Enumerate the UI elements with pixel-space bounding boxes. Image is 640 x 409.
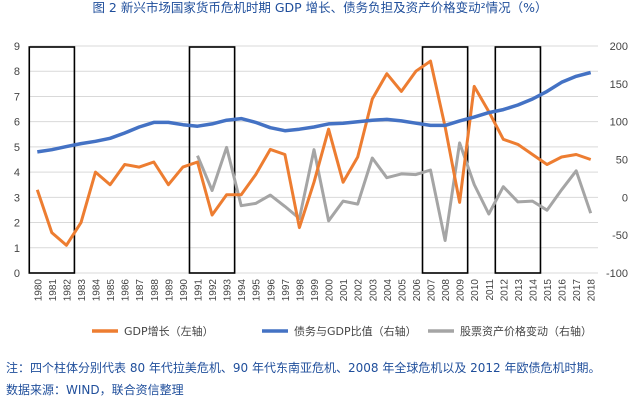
x-tick-label: 1998 — [295, 279, 306, 302]
y2-tick-label: 150 — [610, 79, 628, 91]
y2-tick-label: 0 — [622, 192, 628, 204]
x-tick-label: 1997 — [281, 279, 292, 302]
y2-tick-label: 100 — [610, 117, 628, 129]
x-tick-label: 2018 — [587, 279, 598, 302]
y-tick-label: 2 — [14, 218, 20, 230]
crisis-box — [188, 46, 236, 274]
legend-label: GDP增长（左轴） — [124, 324, 214, 338]
x-tick-label: 1990 — [179, 279, 190, 302]
x-tick-label: 1995 — [252, 279, 263, 302]
x-tick-label: 1992 — [208, 279, 219, 302]
source: 数据来源：WIND，联合资信整理 — [6, 382, 184, 397]
x-tick-label: 1993 — [223, 279, 234, 302]
x-tick-label: 1984 — [92, 279, 103, 302]
crisis-box — [494, 46, 542, 274]
y-tick-label: 9 — [14, 41, 20, 53]
x-tick-label: 1980 — [33, 279, 44, 302]
y2-tick-label: -100 — [606, 268, 628, 280]
line-series — [35, 59, 592, 247]
x-tick-label: 1983 — [77, 279, 88, 302]
crisis-box — [28, 46, 76, 274]
x-tick-label: 1986 — [121, 279, 132, 302]
x-tick-label: 2015 — [543, 279, 554, 302]
chart-title: 图 2 新兴市场国家货币危机时期 GDP 增长、债务负担及资产价格变动²情况（%… — [92, 0, 547, 15]
y2-tick-label: -50 — [612, 230, 628, 242]
x-tick-label: 2001 — [339, 279, 350, 302]
y-tick-label: 5 — [14, 142, 20, 154]
y-tick-label: 4 — [14, 167, 20, 179]
x-tick-label: 1994 — [237, 279, 248, 302]
x-tick-label: 2016 — [558, 279, 569, 302]
x-tick-label: 1996 — [266, 279, 277, 302]
x-tick-label: 1981 — [48, 279, 59, 302]
y-tick-label: 1 — [14, 243, 20, 255]
x-tick-label: 1985 — [106, 279, 117, 302]
y-tick-label: 3 — [14, 192, 20, 204]
y2-tick-label: 50 — [616, 155, 628, 167]
x-tick-label: 2013 — [514, 279, 525, 302]
x-tick-label: 2012 — [499, 279, 510, 302]
x-tick-label: 2009 — [456, 279, 467, 302]
y-tick-label: 6 — [14, 117, 20, 129]
line-series — [37, 70, 592, 154]
x-tick-label: 2017 — [572, 279, 583, 302]
y-tick-label: 0 — [14, 268, 20, 280]
line-series — [196, 141, 593, 242]
x-tick-label: 2010 — [470, 279, 481, 302]
x-tick-label: 2005 — [397, 279, 408, 302]
crisis-box — [421, 46, 469, 274]
x-tick-label: 2003 — [368, 279, 379, 302]
y-tick-label: 7 — [14, 91, 20, 103]
legend-label: 股票资产价格变动（右轴） — [460, 324, 592, 338]
x-tick-label: 1987 — [135, 279, 146, 302]
x-tick-label: 2008 — [441, 279, 452, 302]
x-tick-label: 2011 — [485, 279, 496, 301]
x-tick-label: 1982 — [62, 279, 73, 302]
x-tick-label: 1989 — [164, 279, 175, 302]
x-tick-label: 2000 — [325, 279, 336, 302]
x-tick-label: 1988 — [150, 279, 161, 302]
x-tick-label: 2004 — [383, 279, 394, 302]
x-tick-label: 2006 — [412, 279, 423, 302]
y-tick-label: 8 — [14, 66, 20, 78]
x-tick-label: 2002 — [354, 279, 365, 302]
y2-tick-label: 200 — [610, 41, 628, 53]
x-tick-label: 2007 — [427, 279, 438, 302]
note: 注：四个柱体分别代表 80 年代拉美危机、90 年代东南亚危机、2008 年全球… — [6, 360, 601, 375]
x-tick-label: 1999 — [310, 279, 321, 302]
legend-label: 债务与GDP比值（右轴） — [294, 324, 417, 338]
x-tick-label: 1991 — [193, 279, 204, 302]
x-tick-label: 2014 — [528, 279, 539, 302]
